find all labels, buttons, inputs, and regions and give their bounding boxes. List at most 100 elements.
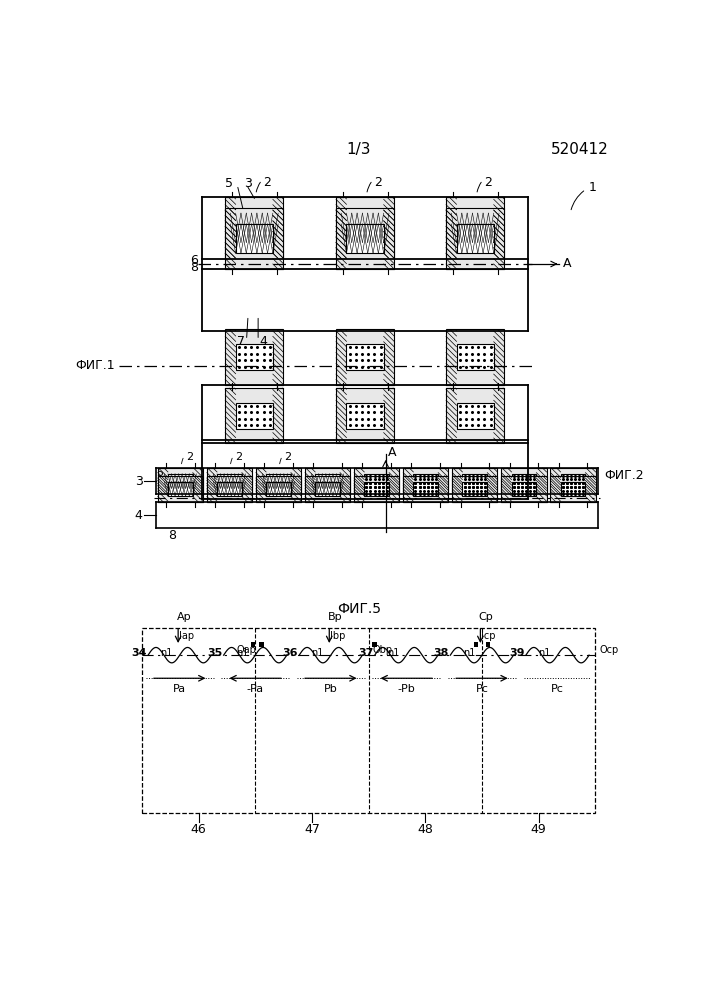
Bar	[207, 476, 252, 502]
Text: Pc: Pc	[551, 684, 564, 694]
Text: 35: 35	[207, 648, 222, 658]
Bar	[217, 482, 242, 496]
Text: 8: 8	[169, 529, 177, 542]
Bar	[354, 476, 400, 502]
Bar	[266, 474, 291, 488]
Bar	[305, 476, 350, 502]
Text: 8: 8	[191, 261, 198, 274]
Bar	[336, 208, 394, 269]
Bar	[259, 642, 264, 647]
Text: A: A	[388, 446, 396, 459]
Bar	[315, 482, 340, 496]
Text: n1: n1	[463, 648, 475, 658]
Bar	[456, 403, 494, 429]
Text: n1: n1	[312, 648, 324, 658]
Text: 1: 1	[588, 181, 596, 194]
Text: Iap: Iap	[179, 631, 194, 641]
Bar	[225, 329, 283, 385]
Bar	[446, 329, 504, 385]
Bar	[550, 468, 596, 494]
Bar	[463, 482, 487, 496]
Text: Pa: Pa	[173, 684, 186, 694]
Text: Bp: Bp	[328, 612, 342, 622]
Text: 3: 3	[135, 475, 142, 488]
Text: Icp: Icp	[481, 631, 496, 641]
Bar	[501, 476, 547, 502]
Bar	[403, 468, 449, 494]
Bar	[446, 208, 504, 269]
Bar	[414, 474, 438, 488]
Text: 2: 2	[484, 176, 492, 189]
Bar	[446, 388, 504, 443]
Bar	[346, 403, 383, 429]
Bar	[207, 468, 252, 494]
Bar	[365, 482, 389, 496]
Text: 1/3: 1/3	[346, 142, 371, 157]
Text: 4: 4	[135, 509, 142, 522]
Bar	[486, 642, 490, 647]
Bar	[168, 482, 193, 496]
Bar	[250, 642, 255, 647]
Bar	[158, 476, 203, 502]
Text: 49: 49	[531, 823, 547, 836]
Bar	[305, 468, 350, 494]
Bar	[336, 197, 394, 259]
Bar	[346, 344, 383, 370]
Bar	[225, 388, 283, 443]
Bar	[315, 474, 340, 488]
Bar	[346, 213, 383, 242]
Text: 3: 3	[244, 177, 252, 190]
Text: Pb: Pb	[324, 684, 338, 694]
Text: Pc: Pc	[475, 684, 489, 694]
Bar	[365, 474, 389, 488]
Text: Ap: Ap	[177, 612, 191, 622]
Text: -Pa: -Pa	[247, 684, 264, 694]
Bar	[372, 642, 377, 647]
Bar	[414, 482, 438, 496]
Text: 2: 2	[264, 176, 271, 189]
Bar	[456, 213, 494, 242]
Bar	[456, 344, 494, 370]
Text: 2: 2	[374, 176, 382, 189]
Text: 34: 34	[131, 648, 147, 658]
Bar	[561, 482, 585, 496]
Text: 2: 2	[186, 452, 193, 462]
Text: 38: 38	[433, 648, 449, 658]
Bar	[346, 224, 383, 253]
Bar	[236, 213, 273, 242]
Bar	[142, 628, 595, 813]
Text: 6: 6	[191, 254, 198, 267]
Text: n1: n1	[538, 648, 551, 658]
Text: ФИГ.5: ФИГ.5	[337, 602, 381, 616]
Text: n1: n1	[236, 648, 248, 658]
Bar	[225, 208, 283, 269]
Text: 2: 2	[235, 452, 242, 462]
Text: Cp: Cp	[479, 612, 494, 622]
Text: Ocр: Ocр	[599, 645, 618, 655]
Bar	[158, 468, 203, 494]
Bar	[452, 468, 498, 494]
Text: 36: 36	[282, 648, 298, 658]
Text: A: A	[563, 257, 571, 270]
Bar	[446, 197, 504, 259]
Bar	[236, 224, 273, 253]
Text: 46: 46	[191, 823, 206, 836]
Text: n1: n1	[161, 648, 173, 658]
Text: ФИГ.1: ФИГ.1	[75, 359, 115, 372]
Bar	[217, 474, 242, 488]
Bar	[354, 468, 400, 494]
Bar	[512, 482, 536, 496]
Bar	[256, 468, 301, 494]
Text: ФИГ.2: ФИГ.2	[604, 469, 644, 482]
Bar	[512, 474, 536, 488]
Bar	[336, 388, 394, 443]
Bar	[266, 482, 291, 496]
Bar	[474, 642, 478, 647]
Text: 520412: 520412	[551, 142, 608, 157]
Text: n1: n1	[387, 648, 400, 658]
Text: 39: 39	[509, 648, 524, 658]
Text: 7: 7	[237, 335, 245, 348]
Bar	[550, 476, 596, 502]
Text: 5: 5	[156, 468, 163, 478]
Text: 2: 2	[284, 452, 291, 462]
